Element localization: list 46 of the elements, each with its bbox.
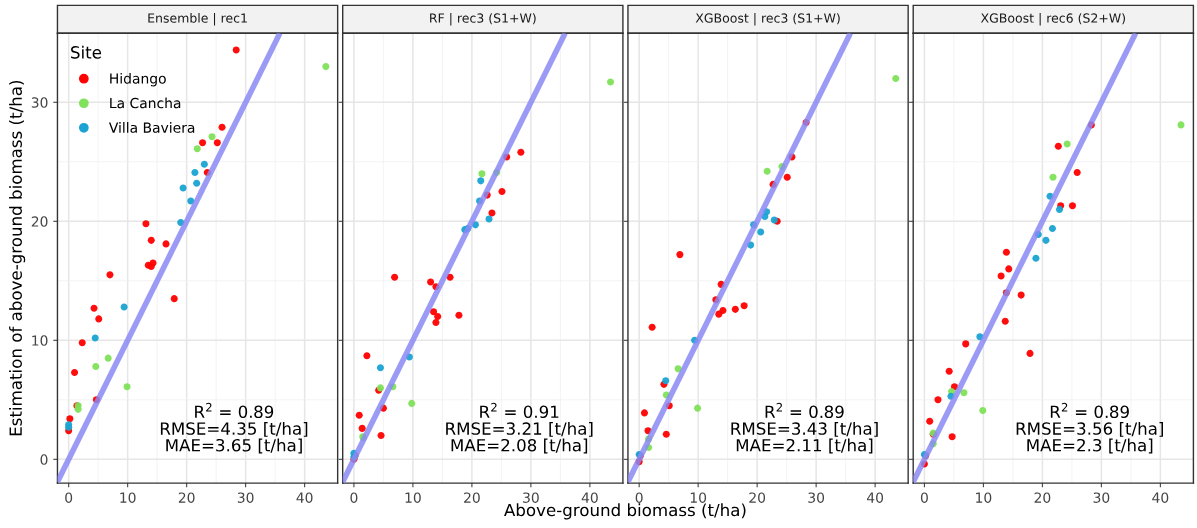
annotation: MAE=2.08 [t/ha] (451, 438, 588, 454)
x-tick-label: 10 (405, 492, 421, 503)
x-tick-label: 30 (808, 492, 825, 503)
chart-title: XGBoost | rec6 (S2+W) (980, 13, 1125, 26)
x-tick-label: 30 (237, 492, 254, 503)
x-tick-label: 10 (976, 492, 992, 503)
x-tick-label: 40 (581, 492, 598, 503)
y-axis-title: Estimation of above-ground biomass (t/ha) (9, 81, 26, 436)
x-tick-label: 10 (120, 492, 136, 503)
legend-label: Hidango (110, 73, 166, 87)
annotation: RMSE=3.56 [t/ha] (1016, 421, 1163, 437)
y-tick-label: 10 (32, 335, 48, 346)
annotation: MAE=3.65 [t/ha] (166, 438, 302, 454)
x-tick-label: 30 (523, 492, 539, 503)
legend-label: La Cancha (110, 97, 181, 109)
x-tick-label: 20 (464, 492, 480, 503)
x-tick-label: 20 (178, 492, 195, 503)
x-axis-title: Above-ground biomass (t/ha) (504, 503, 746, 520)
y-tick-label: 20 (31, 216, 48, 227)
legend-label: Villa Baviera (108, 122, 195, 133)
annotation: RMSE=3.21 [t/ha] (446, 421, 593, 437)
annotation: RMSE=4.35 [t/ha] (160, 421, 308, 437)
chart-title: RF | rec3 (S1+W) (430, 13, 536, 26)
x-tick-label: 20 (1034, 492, 1051, 503)
annotation: RMSE=3.43 [t/ha] (731, 421, 878, 437)
legend-title: Site (71, 45, 102, 59)
x-tick-label: 40 (296, 492, 313, 503)
x-tick-label: 30 (1093, 492, 1110, 503)
x-tick-label: 0 (635, 492, 643, 503)
x-tick-label: 0 (65, 492, 73, 503)
annotation: R$^{2}$ = 0.89 (765, 402, 844, 419)
x-tick-label: 40 (866, 492, 884, 503)
y-tick-label: 0 (40, 454, 48, 465)
x-tick-label: 0 (350, 492, 358, 503)
annotation: R$^{2}$ = 0.89 (195, 402, 274, 419)
y-tick-label: 30 (31, 97, 48, 108)
annotation: R$^{2}$ = 0.89 (1050, 402, 1129, 419)
annotation: MAE=2.3 [t/ha] (1027, 438, 1153, 454)
annotation: MAE=2.11 [t/ha] (736, 438, 873, 454)
x-tick-label: 10 (690, 492, 707, 503)
annotation: R$^{2}$ = 0.91 (480, 402, 559, 419)
x-tick-label: 20 (749, 492, 766, 503)
x-tick-label: 40 (1152, 492, 1169, 503)
chart-title: Ensemble | rec1 (148, 13, 247, 26)
x-tick-label: 0 (920, 492, 928, 503)
chart-title: XGBoost | rec3 (S1+W) (695, 13, 840, 26)
